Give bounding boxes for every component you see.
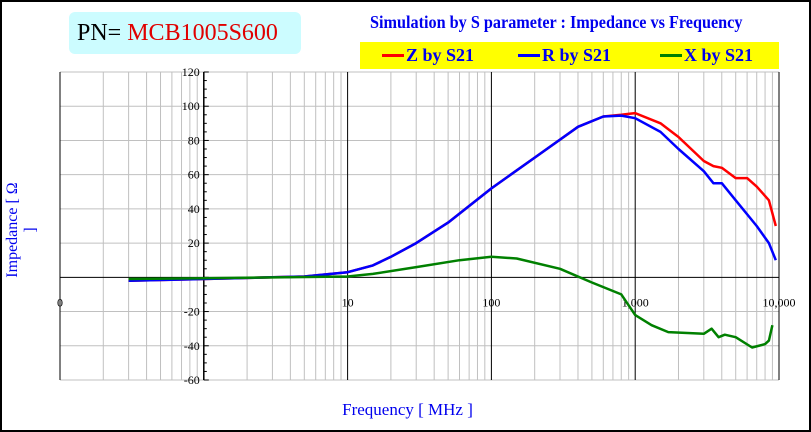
- legend-swatch-r: [518, 54, 540, 57]
- legend-item-r: R by S21: [518, 45, 611, 66]
- y-tick-label: 40: [188, 202, 200, 216]
- y-tick-label: -60: [184, 373, 200, 387]
- legend-label-x: X by S21: [684, 45, 754, 65]
- chart-title: Simulation by S parameter : Impedance vs…: [370, 12, 743, 32]
- series-line-x: [128, 255, 774, 349]
- series-line-r: [128, 114, 777, 283]
- x-tick-label: 100: [482, 295, 500, 309]
- y-tick-label: 80: [188, 133, 200, 147]
- part-number-value: MCB1005S600: [127, 20, 278, 46]
- legend-item-x: X by S21: [660, 45, 753, 66]
- y-tick-label: -20: [184, 305, 200, 319]
- y-tick-label: 100: [182, 99, 200, 113]
- y-tick-label: 120: [182, 65, 200, 79]
- x-tick-label: 10: [342, 295, 354, 309]
- legend-item-z: Z by S21: [382, 45, 474, 66]
- legend: Z by S21 R by S21 X by S21: [360, 42, 779, 69]
- part-number-label: PN=: [77, 20, 122, 46]
- x-axis-label: Frequency [ MHz ]: [342, 400, 473, 419]
- legend-label-z: Z by S21: [406, 45, 475, 65]
- y-tick-label: 20: [188, 236, 200, 250]
- legend-swatch-z: [382, 54, 404, 57]
- y-tick-label: -40: [184, 339, 200, 353]
- part-number-box: PN= MCB1005S600: [69, 12, 301, 54]
- x-tick-label: 0: [57, 295, 63, 309]
- x-tick-label: 10,000: [763, 295, 796, 309]
- y-axis-label: Impedance [ Ω ]: [4, 182, 39, 278]
- legend-label-r: R by S21: [542, 45, 612, 65]
- y-tick-label: 60: [188, 168, 200, 182]
- legend-swatch-x: [660, 54, 682, 57]
